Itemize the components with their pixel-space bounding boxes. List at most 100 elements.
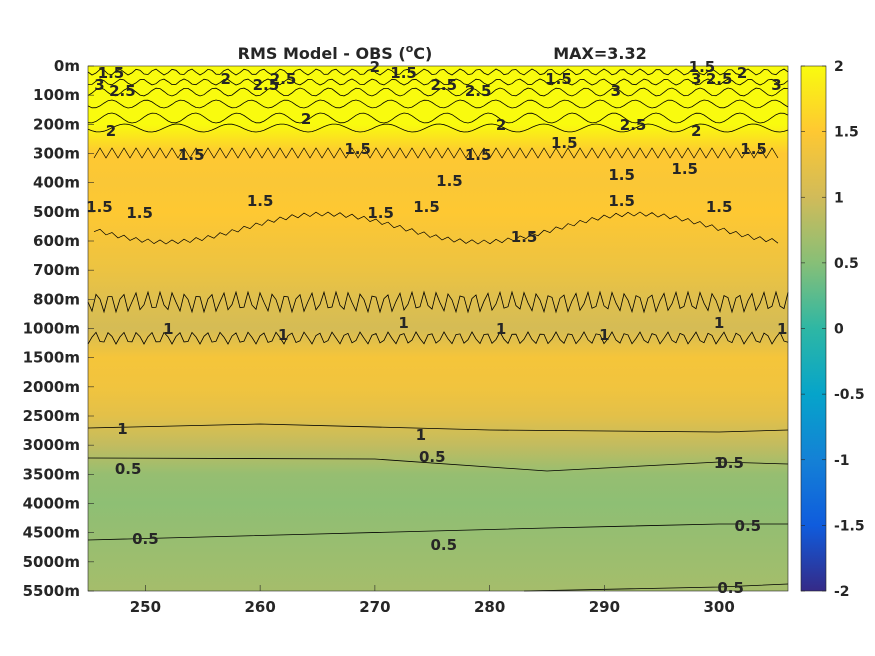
contour-label: 1.5 — [436, 172, 463, 190]
y-tick-label: 800m — [33, 290, 80, 308]
colorbar-tick-label: -1.5 — [834, 518, 865, 534]
contour-label: 1.5 — [86, 198, 113, 216]
contour-label: 0.5 — [735, 517, 762, 535]
contour-label: 1 — [117, 420, 127, 438]
contour-label: 0.5 — [115, 460, 142, 478]
contour-label: 1.5 — [689, 58, 716, 76]
colorbar-tick-label: 2 — [834, 59, 844, 75]
contour-label: 1.5 — [367, 204, 394, 222]
chart-title: RMS Model - OBS (oC) — [238, 42, 433, 63]
contour-label: 1.5 — [608, 166, 635, 184]
contour-label: 1.5 — [511, 228, 538, 246]
contour-label: 2.5 — [270, 70, 297, 88]
heatmap-plot-area: 1.5 22 1.5 1.51.5 22.5 2.52.53 33 32.52.5 2.52.5… — [86, 58, 789, 597]
y-tick-label: 4000m — [23, 495, 80, 513]
contour-label: 1.5 — [390, 64, 417, 82]
contour-label: 1.5 — [413, 198, 440, 216]
colorbar-scale — [800, 65, 827, 592]
x-tick-label: 260 — [244, 598, 275, 616]
y-tick-label: 500m — [33, 203, 80, 221]
contour-labels: 1.5 22 1.5 1.51.5 22.5 2.52.53 33 32.52.5 2.52.5… — [86, 58, 787, 597]
contour-line — [87, 87, 789, 97]
x-axis-ticks: 250 260 270 280 290 300 — [130, 585, 735, 616]
contour-label: 1.5 — [740, 140, 767, 158]
contour-label: 1.5 — [178, 146, 205, 164]
contour-label: 0.5 — [132, 530, 159, 548]
title-degree: o — [406, 42, 414, 55]
contour-label: 2.5 — [109, 82, 136, 100]
colorbar-tick-label: 1 — [834, 190, 844, 206]
contour-label: 1.5 — [608, 192, 635, 210]
contour-label: 0.5 — [419, 448, 446, 466]
y-tick-label: 700m — [33, 261, 80, 279]
x-tick-label: 270 — [359, 598, 390, 616]
contour-line — [87, 331, 789, 345]
contour-label: 1 — [416, 426, 426, 444]
contour-label: 1.5 — [247, 192, 274, 210]
y-axis-ticks: 0m 100m 200m 300m 400m 500m 600m 700m 800m 1000m 1… — [23, 57, 94, 600]
contour-label: 1 — [496, 320, 506, 338]
contour-line — [87, 123, 789, 133]
contour-label: 1.5 — [344, 140, 371, 158]
y-tick-label: 0m — [54, 57, 80, 75]
contour-label: 2 — [737, 64, 747, 82]
y-tick-label: 600m — [33, 232, 80, 250]
contour-line — [93, 211, 779, 245]
colorbar-tick-label: -0.5 — [834, 387, 865, 403]
y-tick-label: 5000m — [23, 553, 80, 571]
colorbar-ticks: 2 1.5 1 0.5 0 -0.5 -1 -1.5 -2 — [801, 59, 865, 600]
contour-label: 2.5 — [430, 76, 457, 94]
colorbar: 2 1.5 1 0.5 0 -0.5 -1 -1.5 -2 — [800, 59, 865, 600]
contour-line — [87, 290, 789, 314]
contour-line — [87, 423, 789, 433]
contour-label: 3 — [611, 82, 621, 100]
colorbar-tick-label: 0.5 — [834, 256, 859, 272]
y-tick-label: 400m — [33, 174, 80, 192]
colorbar-tick-label: 1.5 — [834, 125, 859, 141]
contour-label: 1 — [599, 326, 609, 344]
contour-label: 1 — [163, 320, 173, 338]
x-tick-label: 300 — [703, 598, 734, 616]
colorbar-tick-label: -2 — [834, 584, 850, 600]
contour-label: 1 — [278, 326, 288, 344]
y-tick-label: 200m — [33, 115, 80, 133]
contour-label: 1 — [777, 320, 787, 338]
x-tick-label: 290 — [589, 598, 620, 616]
max-annotation: MAX=3.32 — [553, 44, 647, 63]
contour-line — [87, 68, 789, 76]
colorbar-tick-label: 0 — [834, 322, 844, 338]
y-tick-label: 1000m — [23, 320, 80, 338]
contour-label: 2 — [496, 116, 506, 134]
y-tick-label: 4500m — [23, 524, 80, 542]
contour-label: 2.5 — [620, 116, 647, 134]
contour-label: 1.5 — [465, 146, 492, 164]
y-tick-label: 2000m — [23, 378, 80, 396]
contour-label: 2.5 — [465, 82, 492, 100]
contour-line — [87, 112, 789, 124]
contour-label: 1.5 — [551, 134, 578, 152]
y-tick-label: 5500m — [23, 582, 80, 600]
heatmap-field — [88, 66, 788, 591]
contour-line — [93, 147, 779, 159]
contour-label: 2 — [301, 110, 311, 128]
contour-label: 0.5 — [717, 454, 744, 472]
contour-label: 1.5 — [671, 160, 698, 178]
contour-label: 1.5 — [98, 64, 125, 82]
contour-label: 2 — [106, 122, 116, 140]
y-tick-label: 3000m — [23, 436, 80, 454]
contour-label: 1 — [398, 314, 408, 332]
colorbar-tick-label: -1 — [834, 453, 850, 469]
y-tick-label: 3500m — [23, 465, 80, 483]
contour-label: 1.5 — [545, 70, 572, 88]
contour-label: 2.5 — [706, 70, 733, 88]
contour-label: 1.5 — [126, 204, 153, 222]
contour-label: 3 — [771, 76, 781, 94]
x-tick-label: 280 — [474, 598, 505, 616]
contour-line — [87, 78, 789, 86]
y-tick-label: 1500m — [23, 349, 80, 367]
title-unit: C) — [413, 44, 432, 63]
x-tick-label: 250 — [130, 598, 161, 616]
contour-label: 2 — [370, 58, 380, 76]
contour-label: 1 — [714, 454, 724, 472]
